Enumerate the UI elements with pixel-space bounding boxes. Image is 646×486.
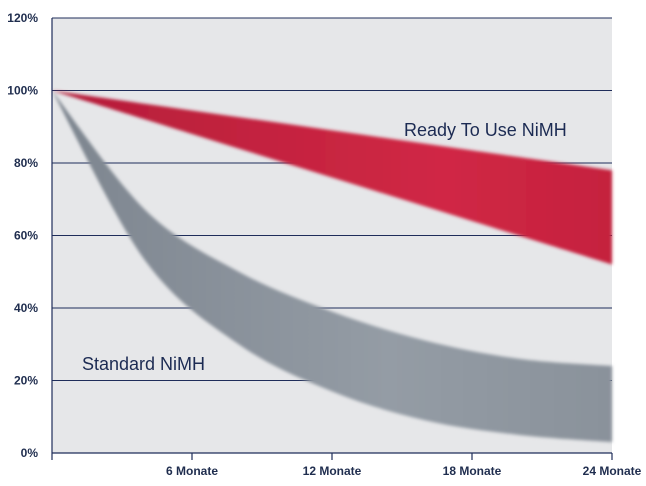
y-tick-label: 120% xyxy=(7,11,38,25)
y-tick-label: 60% xyxy=(14,229,38,243)
axes xyxy=(51,18,613,460)
x-tick-label: 24 Monate xyxy=(583,464,642,478)
x-tick-label: 6 Monate xyxy=(166,464,218,478)
y-tick-label: 20% xyxy=(14,374,38,388)
x-tick-labels: 6 Monate 12 Monate 18 Monate 24 Monate xyxy=(166,464,642,478)
y-tick-label: 0% xyxy=(21,446,39,460)
y-tick-label: 40% xyxy=(14,301,38,315)
x-tick-label: 12 Monate xyxy=(303,464,362,478)
series-layer xyxy=(52,90,612,443)
x-tick-label: 18 Monate xyxy=(443,464,502,478)
y-tick-labels: 0% 20% 40% 60% 80% 100% 120% xyxy=(7,11,38,460)
ready-to-use-nimh-band xyxy=(52,90,612,265)
y-tick-label: 100% xyxy=(7,84,38,98)
standard-nimh-band xyxy=(52,90,612,443)
standard-series-label: Standard NiMH xyxy=(82,354,205,374)
ready-to-use-series-label: Ready To Use NiMH xyxy=(404,120,567,140)
y-tick-label: 80% xyxy=(14,156,38,170)
